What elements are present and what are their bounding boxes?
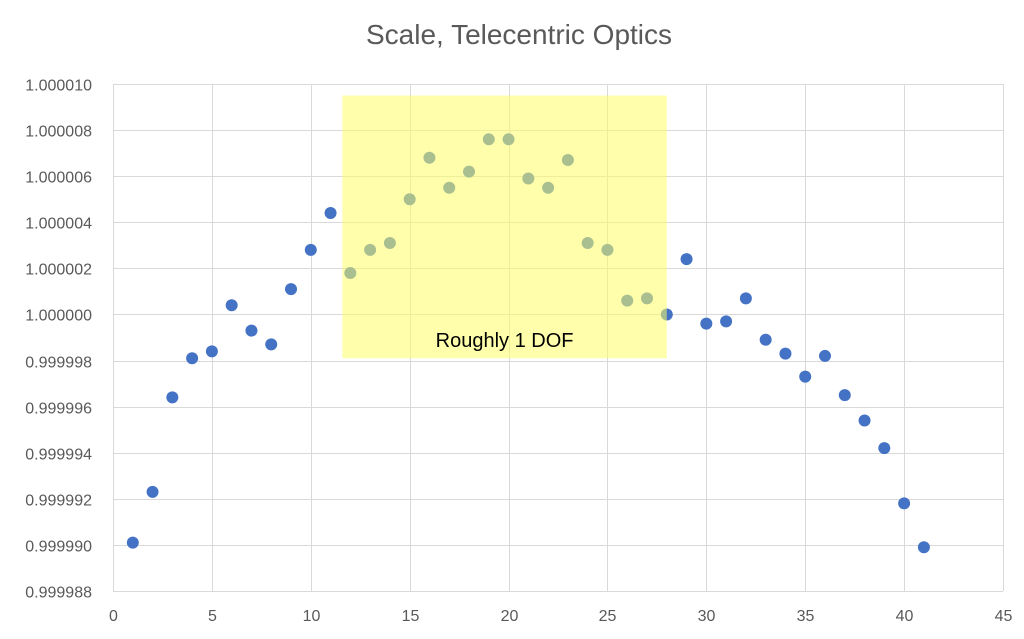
chart-title: Scale, Telecentric Optics: [366, 19, 672, 50]
data-point: [799, 370, 812, 383]
x-tick-label: 30: [698, 608, 716, 625]
data-point: [917, 541, 930, 554]
y-axis-ticks: 0.999988 0.999990 0.999992 0.999994 0.999996…: [25, 78, 92, 602]
y-tick-label: 1.000002: [25, 262, 92, 279]
data-point: [225, 299, 238, 312]
x-tick-label: 10: [303, 608, 321, 625]
data-point: [759, 333, 772, 346]
data-point: [245, 324, 258, 337]
x-tick-label: 35: [797, 608, 815, 625]
data-point: [146, 485, 159, 498]
x-tick-label: 25: [599, 608, 617, 625]
x-tick-label: 45: [995, 608, 1013, 625]
data-point: [186, 352, 199, 365]
data-point: [205, 345, 218, 358]
data-point: [324, 207, 337, 220]
highlight-label: Roughly 1 DOF: [436, 330, 574, 352]
data-point: [838, 389, 851, 402]
y-tick-label: 0.999996: [25, 401, 92, 418]
y-tick-label: 0.999998: [25, 355, 92, 372]
data-point: [898, 497, 911, 510]
data-point: [700, 317, 713, 330]
x-tick-label: 15: [402, 608, 420, 625]
data-point: [739, 292, 752, 305]
data-point: [265, 338, 278, 351]
data-point: [680, 253, 693, 266]
x-axis-ticks: 0 5 10 15 20 25 30 35 40 45: [109, 608, 1012, 625]
x-tick-label: 0: [109, 608, 118, 625]
data-point: [304, 243, 317, 256]
y-tick-label: 0.999988: [25, 585, 92, 602]
y-tick-label: 0.999994: [25, 447, 92, 464]
x-tick-label: 40: [896, 608, 914, 625]
data-point: [285, 283, 297, 296]
y-tick-label: 1.000006: [25, 170, 92, 187]
y-tick-label: 1.000000: [25, 308, 92, 325]
data-point: [166, 391, 179, 404]
y-tick-label: 1.000004: [25, 216, 92, 233]
data-point: [878, 442, 891, 455]
data-point: [779, 347, 792, 360]
y-tick-label: 1.000008: [25, 124, 92, 141]
data-point: [858, 414, 871, 427]
x-tick-label: 5: [208, 608, 217, 625]
highlight-region: Roughly 1 DOF: [342, 95, 667, 359]
x-tick-label: 20: [501, 608, 519, 625]
y-tick-label: 0.999990: [25, 539, 92, 556]
y-tick-label: 0.999992: [25, 493, 92, 510]
data-point: [720, 315, 733, 328]
y-tick-label: 1.000010: [25, 78, 92, 95]
data-point: [126, 536, 139, 549]
data-point: [819, 349, 831, 362]
highlight-box: [342, 95, 667, 359]
